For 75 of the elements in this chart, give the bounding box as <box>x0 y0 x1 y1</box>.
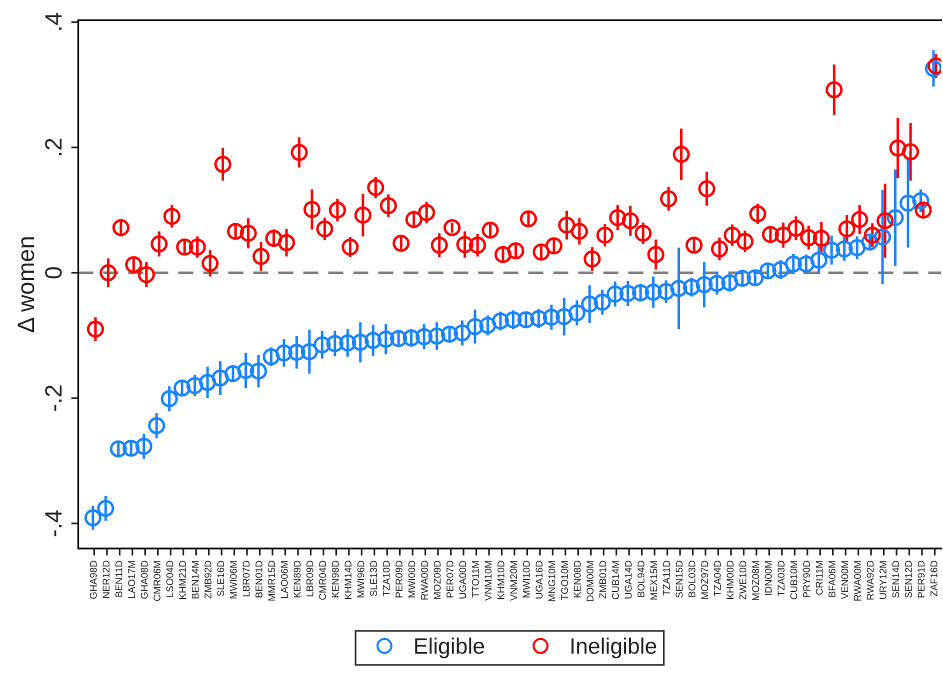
x-tick-label: SEN15D <box>676 560 683 598</box>
y-tick-label: -.4 <box>45 510 62 536</box>
x-tick-label: SLE16D <box>217 560 224 596</box>
x-tick-label: MWI96D <box>357 560 364 598</box>
x-tick-label: LSO04D <box>166 560 174 597</box>
x-tick-label: BEN14M <box>192 561 199 598</box>
x-tick-label: PRY90D <box>803 560 810 598</box>
x-tick-label: IDN00M <box>764 561 772 596</box>
x-tick-label: MOZ09D <box>434 560 441 599</box>
x-tick-label: KHM21D <box>179 560 186 599</box>
y-axis-title: Δ women <box>18 237 34 332</box>
x-tick-label: MWI06M <box>230 561 237 598</box>
legend-label: Ineligible <box>571 638 656 658</box>
x-tick-label: ZMB92D <box>204 560 212 598</box>
x-tick-label: KHM14D <box>344 560 352 599</box>
x-tick-label: KHM00D <box>726 560 734 599</box>
x-tick-label: KEN89D <box>294 560 301 598</box>
x-tick-label: PER91D <box>918 560 925 598</box>
x-tick-label: MOZ08M <box>752 561 760 600</box>
x-tick-label: CRI11M <box>816 561 823 595</box>
y-tick-label: .2 <box>45 138 62 156</box>
x-tick-label: MWI00D <box>408 560 416 598</box>
x-tick-label: CMR04D <box>319 560 326 600</box>
x-tick-label: CUB14M <box>612 561 619 600</box>
x-tick-label: TZA04D <box>714 560 721 596</box>
x-tick-label: LAO17M <box>128 561 136 598</box>
x-tick-label: PER07D <box>446 560 454 598</box>
x-tick-label: MWI10D <box>522 560 530 598</box>
x-tick-label: TGO10M <box>561 561 568 600</box>
x-tick-label: ZAF16D <box>930 560 938 596</box>
x-tick-label: NER12D <box>102 560 110 598</box>
x-tick-label: VNM10M <box>484 561 492 601</box>
x-tick-label: BOL94D <box>638 560 644 597</box>
x-tick-label: BFA06M <box>828 561 836 597</box>
x-tick-label: ZWE10D <box>739 560 746 600</box>
x-tick-label: DOM00M <box>586 561 594 602</box>
x-tick-label: LBR07D <box>242 560 250 596</box>
x-tick-label: MEX15M <box>650 561 658 600</box>
x-tick-label: MOZ97D <box>701 560 708 599</box>
x-tick-label: RWA00M <box>854 561 861 601</box>
x-tick-label: ZMB01D <box>599 560 606 598</box>
x-tick-label: CMR06M <box>154 561 160 601</box>
x-tick-label: KEN98D <box>332 560 339 598</box>
x-tick-label: CUB10M <box>790 561 798 600</box>
x-tick-label: SEN14D <box>892 560 900 598</box>
x-tick-label: BOL03D <box>688 560 696 597</box>
x-tick-label: TZA03D <box>778 560 785 596</box>
x-tick-label: MNG10M <box>548 561 556 602</box>
x-tick-label: LBR09D <box>306 560 314 596</box>
x-tick-label: MMR15D <box>268 560 276 601</box>
y-tick-label: .4 <box>45 12 62 30</box>
legend-label: Eligible <box>415 638 484 658</box>
x-tick-label: URY12M <box>880 561 886 599</box>
x-tick-label: PER09D <box>396 560 402 598</box>
x-tick-label: SLE13D <box>370 560 377 596</box>
y-tick-label: -.2 <box>45 385 62 411</box>
x-tick-label: GHA08D <box>140 560 148 599</box>
x-tick-label: VEN00M <box>841 561 848 600</box>
x-tick-label: UGA00D <box>459 560 466 598</box>
x-tick-label: KEN08D <box>574 560 581 598</box>
x-tick-label: TZA10D <box>382 560 390 596</box>
x-tick-label: UGA14D <box>624 560 632 598</box>
x-tick-label: LAO06M <box>280 561 288 598</box>
x-tick-label: RWA92D <box>866 560 874 600</box>
x-tick-label: KHM10D <box>497 560 504 599</box>
x-tick-label: UGA16D <box>536 560 543 598</box>
x-tick-label: GHA98D <box>90 560 97 599</box>
x-tick-label: RWA00D <box>421 560 428 600</box>
x-tick-label: TTO11M <box>472 561 479 598</box>
x-tick-label: VNM20M <box>510 561 518 601</box>
x-tick-label: BEN11D <box>115 560 122 597</box>
x-tick-label: BEN01D <box>255 560 262 598</box>
x-tick-label: TZA11D <box>663 560 670 596</box>
x-tick-label: SEN12D <box>905 560 912 598</box>
y-tick-label: 0 <box>45 267 62 278</box>
